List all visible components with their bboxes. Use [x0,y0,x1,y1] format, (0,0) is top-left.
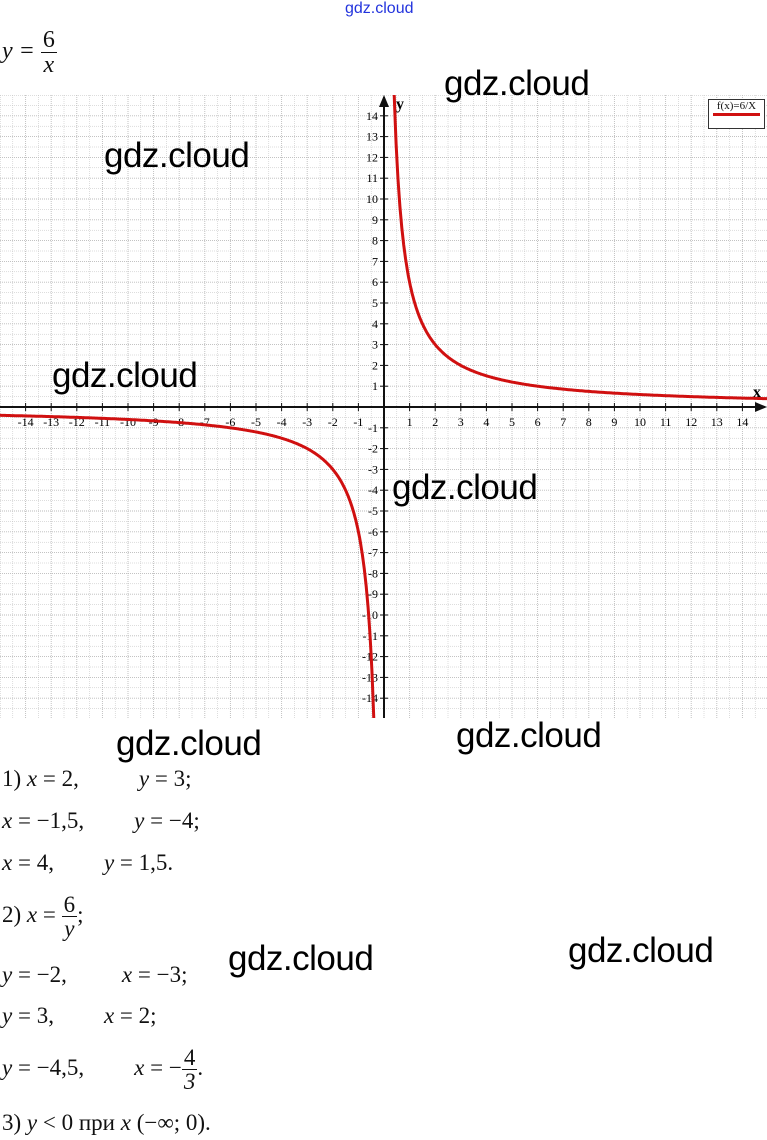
y-axis-arrow [379,95,389,107]
y-tick-label: 11 [366,171,378,185]
y-tick-label: 6 [372,275,378,289]
y-tick-label: 12 [366,150,378,164]
y-tick-label: -5 [368,504,378,518]
x-tick-label: 3 [458,415,464,429]
x-tick-label: 5 [509,415,515,429]
y-tick-label: 3 [372,338,378,352]
formula-denominator: x [43,52,55,78]
y-tick-label: -8 [368,566,378,580]
legend-swatch [713,113,760,116]
y-tick-label: 9 [372,213,378,227]
legend-label: f(x)=6/X [716,100,757,112]
y-tick-label: 8 [372,234,378,248]
y-tick-label: 14 [366,109,378,123]
solution-part2-b: y = 3, x = 2; [2,1003,157,1028]
x-tick-label: 1 [407,415,413,429]
y-tick-label: -14 [362,691,378,705]
y-tick-label: 13 [366,130,378,144]
watermark-top: gdz.cloud [345,0,414,17]
solution-part2-c: y = −4,5, x = −4 3. [2,1045,204,1094]
hyperbola-chart: xy-14 -13 -12 -11 -10 -9 -8 -7 -6 -5 -4 -3 -2 -1 1 2 3 4 5… [0,95,767,718]
y-tick-label: 5 [372,296,378,310]
x-tick-label: 14 [736,415,748,429]
y-tick-label: -13 [362,670,378,684]
x-tick-label: 13 [711,415,723,429]
watermark: gdz.cloud [568,931,714,970]
solution-part1-b: x = −1,5, y = −4; [2,808,200,833]
watermark: gdz.cloud [228,939,374,978]
x-tick-label: 11 [660,415,672,429]
x-tick-label: 10 [634,415,646,429]
watermark: gdz.cloud [444,64,590,103]
y-axis-label: y [396,96,404,113]
watermark: gdz.cloud [104,136,250,175]
x-tick-label: -1 [353,415,363,429]
x-tick-label: -5 [251,415,261,429]
x-tick-label: -6 [225,415,235,429]
hyperbola-branch-negative [0,413,376,718]
chart-legend: f(x)=6/X [708,99,765,129]
y-tick-label: 7 [372,254,378,268]
hyperbola-branch-positive [392,95,767,401]
x-tick-label: 7 [560,415,566,429]
solution-part1-c: x = 4, y = 1,5. [2,850,174,875]
x-axis-label: x [753,384,761,401]
x-tick-label: 12 [685,415,697,429]
watermark: gdz.cloud [456,716,602,755]
solution-part2: 2) x = 6 y; [2,892,84,941]
x-tick-label: -14 [18,415,34,429]
y-tick-label: -4 [368,483,378,497]
x-tick-label: 6 [535,415,541,429]
y-tick-label: -7 [368,546,378,560]
y-tick-label: 1 [372,379,378,393]
watermark: gdz.cloud [392,468,538,507]
watermark: gdz.cloud [52,356,198,395]
formula-lhs: y = [2,38,35,65]
solution-part2-a: y = −2, x = −3; [2,962,188,987]
x-tick-label: -3 [302,415,312,429]
y-tick-label: -6 [368,525,378,539]
x-tick-label: -2 [328,415,338,429]
watermark: gdz.cloud [116,724,262,763]
y-tick-label: 10 [366,192,378,206]
y-tick-label: -3 [368,462,378,476]
x-tick-label: -4 [277,415,287,429]
x-tick-label: -13 [43,415,59,429]
x-tick-label: 8 [586,415,592,429]
x-axis-arrow [755,402,767,412]
x-tick-label: 9 [611,415,617,429]
formula-numerator: 6 [40,27,57,53]
x-tick-label: 4 [483,415,489,429]
y-tick-label: 4 [372,317,378,331]
solution-part1-a: 1) x = 2, y = 3; [2,766,192,791]
y-tick-label: -2 [368,442,378,456]
x-tick-label: -10 [120,415,136,429]
y-tick-label: -1 [368,421,378,435]
x-tick-label: 2 [432,415,438,429]
y-tick-label: -9 [368,587,378,601]
y-tick-label: 2 [372,358,378,372]
x-tick-label: -7 [200,415,210,429]
solution-part3: 3) y < 0 при x (−∞; 0). [2,1110,211,1135]
